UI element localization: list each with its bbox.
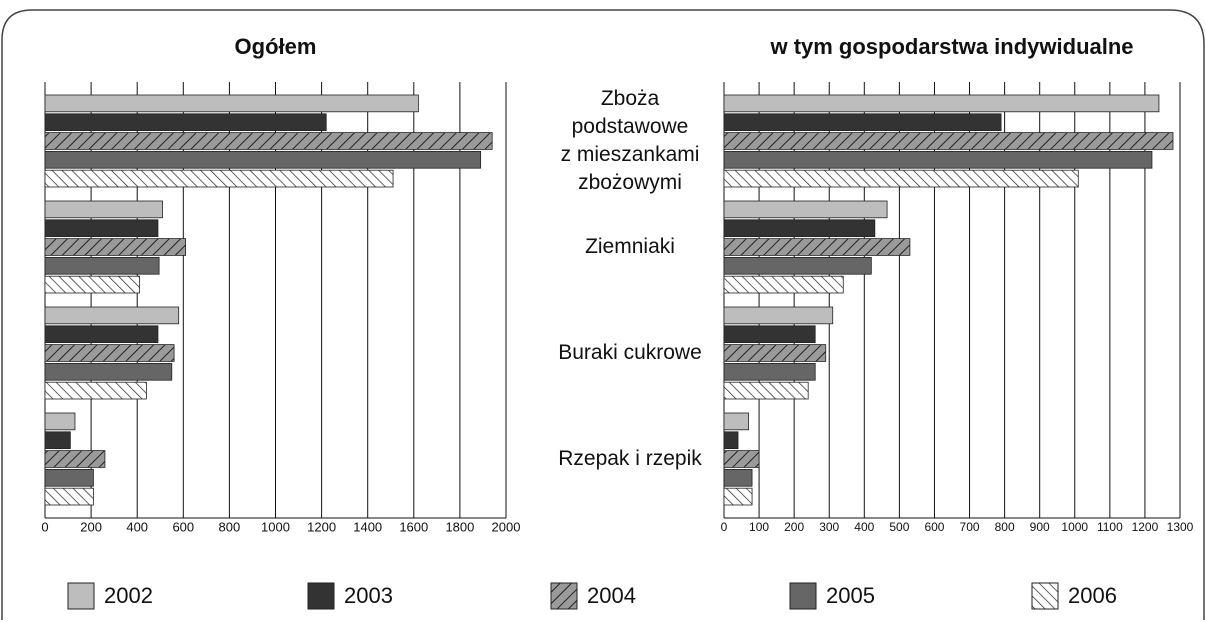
legend-swatch (789, 582, 817, 610)
bar (723, 450, 760, 468)
bar (44, 132, 493, 150)
bar (44, 238, 187, 256)
bar (44, 431, 71, 449)
legend-swatch (1031, 582, 1059, 610)
x-tick-label: 1600 (399, 519, 428, 534)
bar (44, 381, 147, 400)
x-tick-label: 300 (819, 520, 839, 534)
x-tick-label: 500 (889, 520, 909, 534)
bar (723, 431, 739, 449)
x-tick-label: 600 (924, 520, 944, 534)
bar (44, 325, 159, 343)
category-label: Buraki cukrowe (558, 341, 702, 364)
legend-label: 2005 (826, 583, 875, 608)
x-tick-label: 0 (41, 519, 48, 534)
legend-label: 2002 (104, 583, 153, 608)
bar (44, 113, 327, 132)
bar (44, 94, 419, 113)
legend-swatch (550, 582, 578, 610)
chart-title: w tym gospodarstwa indywidualne (769, 34, 1133, 59)
bar (723, 150, 1153, 169)
bar (44, 150, 482, 169)
bar (44, 219, 159, 238)
bar (44, 487, 94, 506)
category-label: Ziemniaki (585, 235, 675, 258)
bar (723, 200, 888, 219)
bar (44, 256, 160, 275)
bar (44, 169, 394, 188)
category-label: Rzepak i rzepik (558, 447, 702, 470)
x-tick-label: 1200 (307, 519, 336, 534)
legend-swatch (307, 582, 335, 610)
frame (1, 9, 1205, 620)
bar (723, 113, 1002, 132)
bar (723, 325, 816, 343)
x-tick-label: 0 (721, 520, 728, 534)
bar (723, 381, 809, 400)
bar (44, 468, 94, 487)
bar (723, 344, 827, 362)
legend-label: 2004 (587, 583, 636, 608)
x-tick-label: 800 (219, 519, 241, 534)
x-tick-label: 200 (80, 519, 102, 534)
bar (723, 412, 749, 431)
bar (44, 306, 180, 325)
legend-label: 2003 (344, 583, 393, 608)
bar (723, 487, 753, 506)
bar (723, 468, 753, 487)
bar (44, 450, 106, 468)
x-tick-label: 400 (854, 520, 874, 534)
x-tick-label: 1000 (1061, 520, 1088, 534)
x-tick-label: 900 (1030, 520, 1050, 534)
x-tick-label: 1000 (261, 519, 290, 534)
x-tick-label: 1800 (445, 519, 474, 534)
x-tick-label: 100 (749, 520, 769, 534)
bar (44, 200, 163, 219)
bar (723, 132, 1174, 150)
bar (723, 238, 911, 256)
legend-swatch (67, 582, 95, 610)
x-tick-label: 600 (172, 519, 194, 534)
bar (44, 275, 140, 294)
bar (723, 94, 1160, 113)
x-tick-label: 400 (126, 519, 148, 534)
bar (723, 169, 1079, 188)
x-tick-label: 1200 (1132, 520, 1159, 534)
legend-label: 2006 (1068, 583, 1117, 608)
bar (723, 219, 876, 238)
category-label: Zboża podstawowe z mieszankami zbożowymi (560, 87, 700, 194)
bar (44, 344, 175, 362)
x-tick-label: 700 (960, 520, 980, 534)
bar (44, 412, 76, 431)
x-tick-label: 1100 (1097, 520, 1123, 534)
bar (723, 362, 816, 381)
x-tick-label: 1300 (1167, 520, 1194, 534)
x-tick-label: 1400 (353, 519, 382, 534)
x-tick-label: 800 (995, 520, 1015, 534)
bar (723, 275, 844, 294)
bar (723, 306, 834, 325)
bar (44, 362, 173, 381)
bar (723, 256, 872, 275)
chart-title: Ogółem (235, 34, 317, 59)
x-tick-label: 200 (784, 520, 804, 534)
x-tick-label: 2000 (492, 519, 521, 534)
